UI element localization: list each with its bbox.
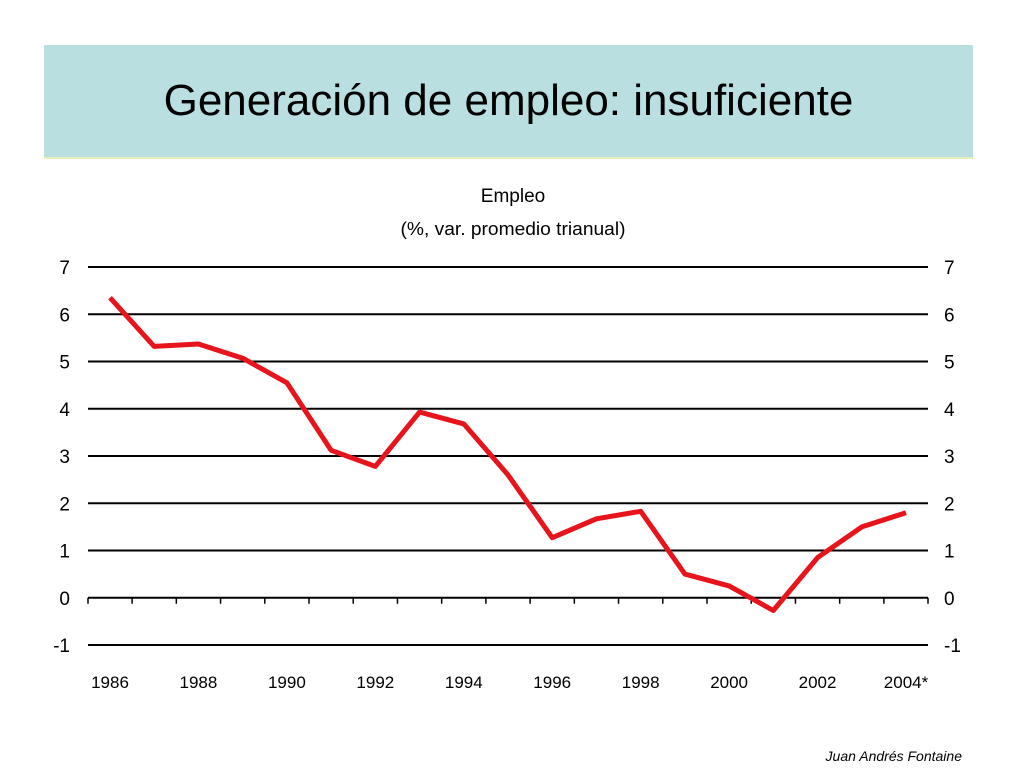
y-axis-right-labels: -1 0 1 2 3 4 5 6 7	[944, 258, 961, 657]
chart-subtitle: (%, var. promedio trianual)	[401, 219, 626, 239]
y-tick-label-left: 4	[59, 400, 70, 421]
x-tick-label: 1986	[91, 673, 129, 692]
y-tick-label-right: 3	[944, 447, 955, 468]
x-tick-label: 1988	[180, 673, 218, 692]
y-tick-label-left: -1	[53, 636, 70, 657]
y-tick-label-left: 2	[59, 494, 70, 515]
title-band: Generación de empleo: insuficiente	[44, 45, 973, 159]
y-axis-left-labels: -1 0 1 2 3 4 5 6 7	[53, 258, 70, 657]
y-tick-label-left: 0	[59, 589, 70, 610]
chart-container: Empleo (%, var. promedio trianual) -1 0 1 2…	[0, 160, 1024, 720]
y-tick-label-right: 2	[944, 494, 955, 515]
x-tick-label: 2002	[799, 673, 837, 692]
line-chart: Empleo (%, var. promedio trianual) -1 0 1 2…	[53, 186, 961, 692]
y-tick-label-right: 1	[944, 542, 955, 563]
y-tick-label-right: 0	[944, 589, 955, 610]
y-tick-label-left: 1	[59, 542, 70, 563]
x-tick-label: 2000	[710, 673, 748, 692]
y-tick-label-right: 7	[944, 258, 955, 279]
x-tick-label: 1992	[356, 673, 394, 692]
y-tick-label-right: 5	[944, 353, 955, 374]
grid-lines	[88, 266, 928, 646]
author-footer: Juan Andrés Fontaine	[825, 748, 962, 764]
series-group	[108, 296, 907, 613]
chart-title: Empleo	[481, 186, 545, 207]
y-tick-label-right: -1	[944, 636, 961, 657]
x-tick-label: 2004*	[884, 673, 929, 692]
x-axis-labels: 1986 1988 1990 1992 1994 1996 1998 2000 2002 2004…	[91, 673, 929, 692]
slide-title: Generación de empleo: insuficiente	[163, 76, 854, 125]
x-tick-label: 1998	[622, 673, 660, 692]
x-tick-label: 1990	[268, 673, 306, 692]
y-tick-label-left: 5	[59, 353, 70, 374]
x-tick-label: 1994	[445, 673, 483, 692]
y-tick-label-left: 3	[59, 447, 70, 468]
y-tick-label-left: 7	[59, 258, 70, 279]
series-line-0	[108, 296, 907, 613]
y-tick-label-right: 4	[944, 400, 955, 421]
y-tick-label-right: 6	[944, 305, 955, 326]
x-tick-label: 1996	[533, 673, 571, 692]
y-tick-label-left: 6	[59, 305, 70, 326]
